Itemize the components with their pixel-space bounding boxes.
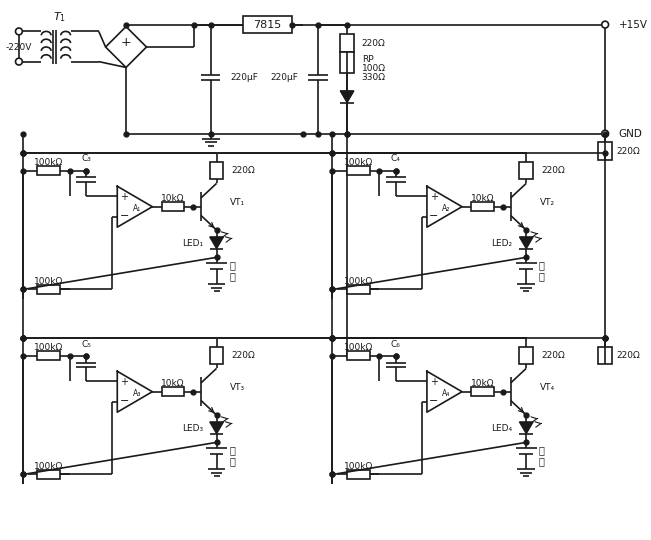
Polygon shape (340, 91, 354, 103)
Bar (340, 52, 354, 73)
Text: 10kΩ: 10kΩ (161, 194, 184, 204)
Text: +: + (430, 192, 437, 202)
Text: 220Ω: 220Ω (362, 38, 385, 48)
Circle shape (16, 28, 22, 35)
Text: +: + (430, 377, 437, 388)
Bar (161, 387, 184, 396)
Text: 100kΩ: 100kΩ (34, 277, 63, 286)
Text: 池: 池 (539, 271, 545, 281)
Polygon shape (210, 237, 223, 248)
Bar (37, 285, 60, 294)
Bar (471, 202, 493, 211)
Text: GND: GND (618, 129, 643, 139)
Text: −: − (429, 211, 438, 221)
Text: 池: 池 (229, 456, 235, 466)
Text: 池: 池 (539, 456, 545, 466)
Text: 100kΩ: 100kΩ (344, 158, 373, 167)
Text: RP: RP (362, 55, 373, 64)
Text: C₅: C₅ (81, 340, 91, 348)
Text: LED₃: LED₃ (182, 424, 203, 433)
Text: 220Ω: 220Ω (231, 351, 255, 360)
Text: A₂: A₂ (442, 204, 450, 213)
Bar (210, 347, 223, 364)
Polygon shape (519, 237, 533, 248)
Text: 电: 电 (539, 260, 545, 270)
Text: +15V: +15V (618, 19, 648, 30)
Text: 10kΩ: 10kΩ (471, 194, 494, 204)
Text: 220Ω: 220Ω (541, 351, 564, 360)
Bar (347, 166, 370, 175)
Text: A₁: A₁ (133, 204, 141, 213)
Bar (340, 35, 354, 52)
Bar (210, 162, 223, 179)
Text: 电: 电 (539, 445, 545, 455)
Text: +: + (120, 36, 132, 49)
Text: −: − (119, 396, 129, 406)
Polygon shape (210, 422, 223, 434)
Circle shape (602, 130, 609, 137)
Bar (243, 16, 292, 33)
Text: 7815: 7815 (253, 19, 281, 30)
Bar (347, 285, 370, 294)
Text: LED₄: LED₄ (492, 424, 512, 433)
Text: C₆: C₆ (391, 340, 401, 348)
Bar (519, 162, 533, 179)
Text: 10kΩ: 10kΩ (471, 380, 494, 388)
Text: VT₄: VT₄ (540, 383, 555, 393)
Text: 220μF: 220μF (271, 73, 298, 82)
Text: 220Ω: 220Ω (231, 166, 255, 175)
Bar (347, 352, 370, 360)
Text: +: + (120, 377, 128, 388)
Text: −: − (429, 396, 438, 406)
Text: +: + (120, 192, 128, 202)
Text: 10kΩ: 10kΩ (161, 380, 184, 388)
Text: 100kΩ: 100kΩ (34, 462, 63, 471)
Bar (347, 470, 370, 479)
Text: C₄: C₄ (391, 154, 401, 164)
Text: A₄: A₄ (442, 389, 450, 398)
Bar (598, 347, 612, 364)
Text: VT₁: VT₁ (230, 198, 245, 207)
Text: $T_1$: $T_1$ (53, 10, 66, 24)
Text: C₃: C₃ (81, 154, 91, 164)
Bar (598, 143, 612, 160)
Text: 100kΩ: 100kΩ (34, 343, 63, 353)
Text: 池: 池 (229, 271, 235, 281)
Circle shape (602, 21, 609, 28)
Text: 100kΩ: 100kΩ (34, 158, 63, 167)
Bar (471, 387, 493, 396)
Bar (37, 166, 60, 175)
Text: 220μF: 220μF (230, 73, 258, 82)
Text: 220Ω: 220Ω (541, 166, 564, 175)
Bar (161, 202, 184, 211)
Text: −: − (119, 211, 129, 221)
Text: 100kΩ: 100kΩ (344, 277, 373, 286)
Text: 100kΩ: 100kΩ (344, 462, 373, 471)
Text: A₃: A₃ (133, 389, 141, 398)
Bar (37, 470, 60, 479)
Circle shape (16, 58, 22, 65)
Text: LED₁: LED₁ (182, 239, 203, 248)
Text: 220Ω: 220Ω (617, 351, 641, 360)
Text: 电: 电 (229, 445, 235, 455)
Text: 100kΩ: 100kΩ (344, 343, 373, 353)
Text: 220Ω: 220Ω (617, 147, 641, 156)
Text: 100Ω: 100Ω (362, 64, 385, 73)
Text: VT₃: VT₃ (230, 383, 245, 393)
Text: -220V: -220V (6, 43, 32, 51)
Text: VT₂: VT₂ (540, 198, 555, 207)
Text: LED₂: LED₂ (492, 239, 512, 248)
Bar (37, 352, 60, 360)
Text: 330Ω: 330Ω (362, 73, 385, 82)
Bar (519, 347, 533, 364)
Polygon shape (519, 422, 533, 434)
Text: 电: 电 (229, 260, 235, 270)
